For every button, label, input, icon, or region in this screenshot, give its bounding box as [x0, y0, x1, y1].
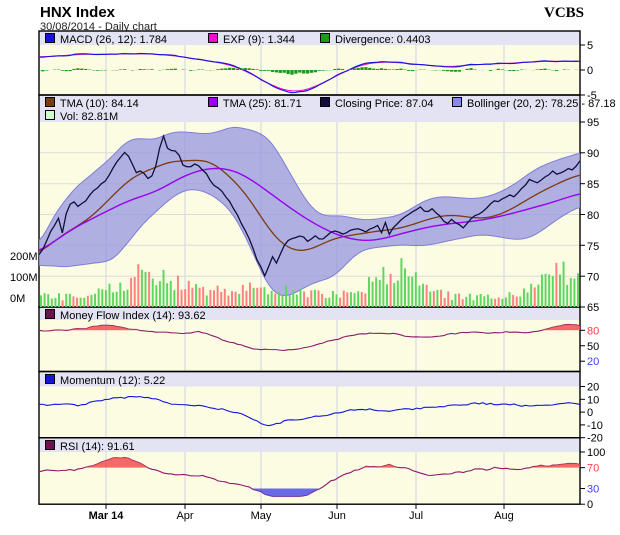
svg-text:0M: 0M: [10, 293, 25, 305]
svg-text:100: 100: [587, 447, 605, 459]
svg-text:95: 95: [587, 117, 599, 129]
svg-text:0: 0: [587, 499, 593, 511]
svg-text:-20: -20: [587, 433, 603, 445]
svg-text:Jun: Jun: [328, 510, 346, 522]
svg-text:20: 20: [587, 356, 599, 368]
svg-text:-10: -10: [587, 420, 603, 432]
svg-text:200M: 200M: [10, 251, 38, 263]
svg-text:Mar 14: Mar 14: [89, 510, 125, 522]
svg-text:70: 70: [587, 272, 599, 284]
svg-text:80: 80: [587, 210, 599, 222]
svg-text:0: 0: [587, 407, 593, 419]
svg-text:80: 80: [587, 325, 599, 337]
svg-text:90: 90: [587, 148, 599, 160]
svg-text:20: 20: [587, 382, 599, 394]
svg-text:10: 10: [587, 394, 599, 406]
svg-text:0: 0: [587, 65, 593, 77]
svg-text:65: 65: [587, 302, 599, 314]
svg-text:85: 85: [587, 179, 599, 191]
svg-text:50: 50: [587, 341, 599, 353]
svg-text:70: 70: [587, 463, 599, 475]
svg-text:-5: -5: [587, 90, 597, 102]
svg-text:Aug: Aug: [494, 510, 514, 522]
svg-text:Jul: Jul: [409, 510, 423, 522]
svg-text:May: May: [251, 510, 272, 522]
svg-text:100M: 100M: [10, 272, 38, 284]
svg-text:5: 5: [587, 40, 593, 52]
svg-text:Apr: Apr: [176, 510, 193, 522]
svg-text:30: 30: [587, 484, 599, 496]
svg-text:75: 75: [587, 241, 599, 253]
